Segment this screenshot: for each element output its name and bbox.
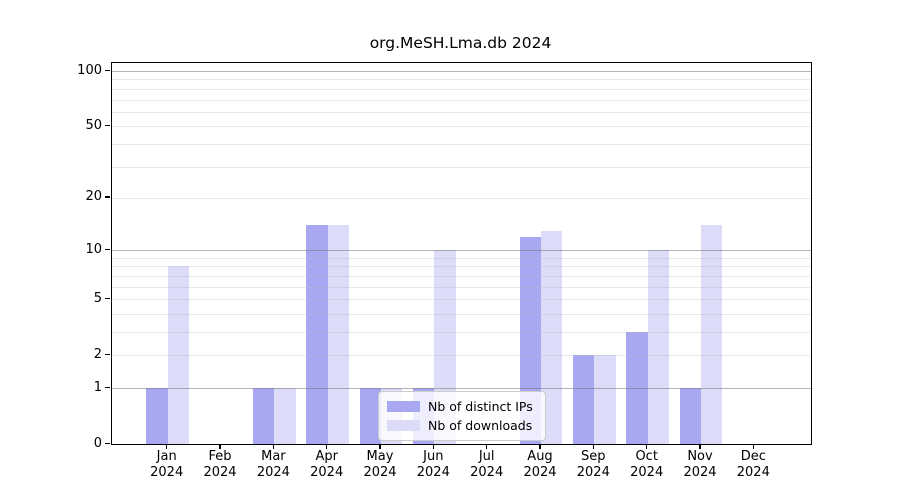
x-tick-label-jan: Jan 2024: [135, 449, 199, 481]
x-tick-year-apr: 2024: [310, 465, 344, 480]
bar-apr-nb-of-distinct-ips: [306, 225, 328, 444]
legend-swatch-distinct-ips: [387, 400, 420, 412]
bar-layer: [112, 63, 811, 444]
x-tick-year-jan: 2024: [150, 465, 184, 480]
y-tick-20: [104, 196, 110, 198]
x-tick-label-may: May 2024: [348, 449, 412, 481]
x-tick-nov: [699, 444, 701, 449]
x-tick-month-aug: Aug: [527, 449, 553, 464]
x-tick-label-nov: Nov 2024: [668, 449, 732, 481]
x-tick-year-feb: 2024: [203, 465, 237, 480]
x-tick-year-mar: 2024: [256, 465, 290, 480]
x-tick-month-jul: Jul: [478, 449, 495, 464]
bar-apr-nb-of-downloads: [327, 225, 349, 444]
x-tick-label-dec: Dec 2024: [721, 449, 785, 481]
y-tick-label-50: 50: [85, 117, 102, 133]
chart-title: org.MeSH.Lma.db 2024: [369, 34, 552, 52]
x-tick-jun: [432, 444, 435, 449]
y-tick-label-20: 20: [85, 189, 102, 205]
x-tick-may: [379, 444, 381, 449]
bar-sep-nb-of-distinct-ips: [573, 355, 595, 444]
x-tick-apr: [325, 444, 328, 449]
x-tick-label-sep: Sep 2024: [561, 449, 625, 481]
legend-item-downloads: Nb of downloads: [387, 418, 537, 433]
x-tick-month-apr: Apr: [315, 449, 338, 464]
y-tick-label-100: 100: [77, 62, 102, 78]
y-tick-5: [104, 297, 110, 300]
legend: Nb of distinct IPs Nb of downloads: [378, 391, 546, 441]
y-tick-label-2: 2: [93, 346, 102, 362]
x-tick-label-apr: Apr 2024: [295, 449, 359, 481]
bar-oct-nb-of-distinct-ips: [626, 332, 648, 444]
x-tick-year-nov: 2024: [683, 465, 717, 480]
y-tick-100: [104, 69, 110, 71]
plot-area: [111, 62, 812, 445]
x-tick-month-may: May: [366, 449, 394, 464]
x-tick-year-jul: 2024: [470, 465, 504, 480]
x-tick-feb: [219, 444, 221, 449]
legend-swatch-downloads: [387, 420, 420, 432]
x-tick-label-jun: Jun 2024: [401, 449, 465, 481]
y-tick-label-5: 5: [93, 290, 102, 306]
legend-label-downloads: Nb of downloads: [428, 418, 533, 434]
x-tick-year-dec: 2024: [736, 465, 770, 480]
x-tick-month-oct: Oct: [635, 449, 658, 464]
x-tick-mar: [272, 444, 275, 449]
x-tick-month-jan: Jan: [156, 449, 177, 464]
y-tick-label-10: 10: [85, 241, 102, 257]
x-tick-year-aug: 2024: [523, 465, 557, 480]
x-tick-year-jun: 2024: [416, 465, 450, 480]
x-tick-year-sep: 2024: [576, 465, 610, 480]
bar-mar-nb-of-downloads: [274, 388, 296, 444]
x-tick-month-feb: Feb: [208, 449, 232, 464]
bar-may-nb-of-distinct-ips: [359, 388, 381, 444]
bar-sep-nb-of-downloads: [594, 355, 616, 444]
bar-jan-nb-of-downloads: [167, 266, 189, 444]
x-tick-month-jun: Jun: [423, 449, 444, 464]
x-tick-label-jul: Jul 2024: [455, 449, 519, 481]
x-tick-month-sep: Sep: [581, 449, 606, 464]
y-tick-label-1: 1: [93, 379, 102, 395]
y-tick-1: [104, 386, 110, 388]
y-tick-10: [104, 248, 110, 251]
x-tick-label-mar: Mar 2024: [241, 449, 305, 481]
y-tick-2: [104, 353, 110, 356]
x-tick-dec: [752, 444, 755, 449]
x-tick-month-mar: Mar: [261, 449, 286, 464]
x-tick-year-may: 2024: [363, 465, 397, 480]
y-tick-label-0: 0: [93, 435, 102, 451]
y-tick-0: [104, 442, 110, 444]
x-tick-sep: [592, 444, 595, 449]
x-tick-jul: [485, 444, 488, 449]
x-tick-month-nov: Nov: [687, 449, 713, 464]
x-tick-label-oct: Oct 2024: [615, 449, 679, 481]
x-tick-year-oct: 2024: [630, 465, 664, 480]
y-tick-50: [104, 124, 110, 127]
bar-nov-nb-of-distinct-ips: [679, 388, 701, 444]
legend-label-distinct-ips: Nb of distinct IPs: [428, 398, 533, 414]
bar-jan-nb-of-distinct-ips: [146, 388, 168, 444]
x-tick-month-dec: Dec: [740, 449, 766, 464]
x-tick-jan: [165, 444, 168, 449]
legend-item-distinct-ips: Nb of distinct IPs: [387, 399, 537, 414]
bar-oct-nb-of-downloads: [647, 250, 669, 444]
x-tick-oct: [645, 444, 648, 449]
bar-nov-nb-of-downloads: [701, 225, 723, 444]
bar-aug-nb-of-downloads: [541, 230, 563, 444]
x-tick-label-aug: Aug 2024: [508, 449, 572, 481]
x-tick-label-feb: Feb 2024: [188, 449, 252, 481]
x-tick-aug: [539, 444, 541, 449]
bar-mar-nb-of-distinct-ips: [253, 388, 275, 444]
